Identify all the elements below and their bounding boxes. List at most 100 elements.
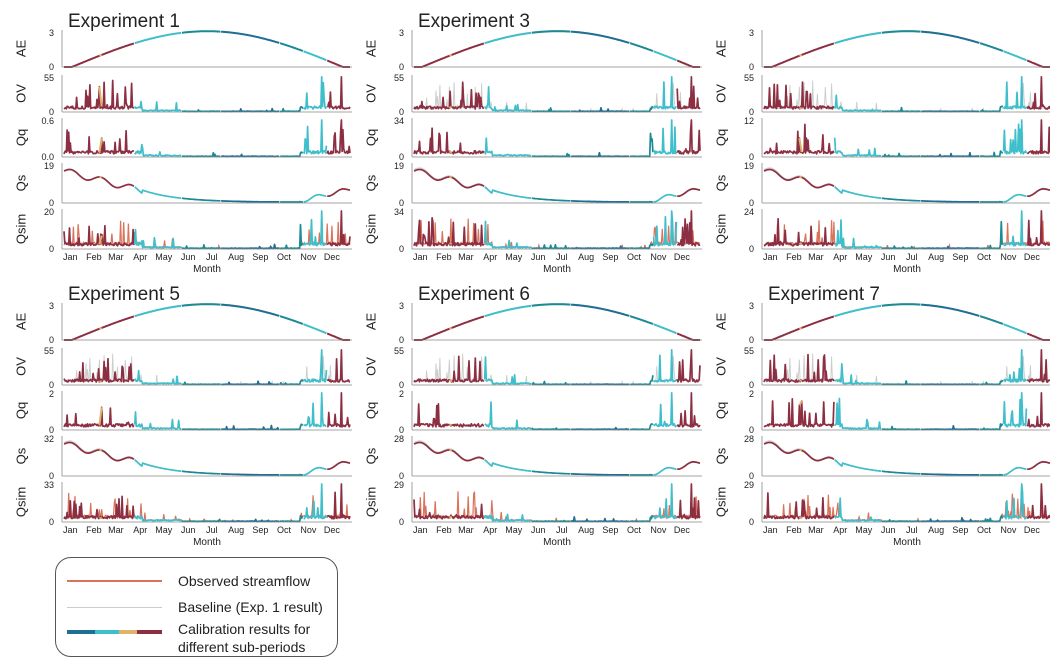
calibration-series-line <box>220 424 280 431</box>
calibration-series-line <box>881 303 921 307</box>
x-tick-label: Nov <box>300 525 317 535</box>
x-tick-label: May <box>505 525 523 535</box>
calibration-series-line <box>413 441 485 462</box>
calibration-swatch-segment <box>119 630 137 634</box>
calibration-series-line <box>327 188 351 198</box>
y-tick-label: 0 <box>49 198 54 208</box>
subplot-qs: Qs 28 0 <box>713 434 1050 481</box>
calibration-series-line <box>798 242 803 246</box>
calibration-series-line <box>833 137 882 157</box>
subplot-ov: OV 55 0 <box>13 73 352 117</box>
y-tick-label: 0 <box>49 335 54 345</box>
calibration-series-line <box>834 459 882 473</box>
x-tick-label: Oct <box>277 525 292 535</box>
baseline-series-line <box>64 303 350 341</box>
x-tick-label: Apr <box>483 525 497 535</box>
calibration-series-line <box>413 81 485 110</box>
y-axis-label: OV <box>713 357 728 376</box>
calibration-series-line <box>531 380 571 386</box>
calibration-series-line <box>302 210 328 247</box>
calibration-series-line <box>221 200 280 203</box>
calibration-swatch-segment <box>67 630 95 634</box>
subplot-ov: OV 55 0 <box>713 346 1050 390</box>
calibration-series-line <box>303 323 327 335</box>
calibration-series-line <box>326 59 351 68</box>
calibration-series-line <box>279 105 304 113</box>
legend-calibration-label-line1: Calibration results for <box>178 621 311 637</box>
calibration-series-line <box>570 426 630 431</box>
calibration-series-line <box>448 105 453 109</box>
y-tick-label: 0 <box>749 152 754 162</box>
baseline-series-line <box>413 349 701 386</box>
calibration-series-line <box>1002 75 1027 110</box>
calibration-series-line <box>413 168 485 189</box>
legend-observed-label: Observed streamflow <box>178 573 311 589</box>
calibration-series-line <box>763 398 835 428</box>
calibration-series-line <box>413 403 485 428</box>
x-tick-label: Aug <box>928 525 944 535</box>
calibration-series-line <box>63 168 135 189</box>
y-axis-label: Qq <box>13 129 28 146</box>
subplot-ae: AE 3 0 <box>13 301 352 345</box>
y-tick-label: 0 <box>399 152 404 162</box>
calibration-series-line <box>449 515 453 519</box>
legend-baseline-label: Baseline (Exp. 1 result) <box>178 599 323 615</box>
x-tick-label: Jul <box>206 252 218 262</box>
calibration-series-line <box>920 245 980 250</box>
calibration-series-line <box>1003 193 1027 203</box>
y-tick-label: 20 <box>44 207 54 217</box>
x-tick-label: Mar <box>458 252 474 262</box>
calibration-series-line <box>220 243 280 250</box>
legend: Observed streamflow Baseline (Exp. 1 res… <box>55 557 338 657</box>
calibration-series-line <box>763 168 835 189</box>
x-tick-label: Feb <box>786 525 802 535</box>
calibration-series-line <box>134 369 182 385</box>
subplot-ae: AE 3 0 <box>363 301 702 345</box>
y-tick-label: 55 <box>744 73 754 83</box>
calibration-series-line <box>833 94 882 112</box>
x-tick-label: May <box>505 252 523 262</box>
calibration-line-swatch <box>67 630 162 634</box>
calibration-series-line <box>881 245 921 250</box>
y-axis-label: Qsim <box>363 214 378 244</box>
y-tick-label: 0 <box>399 62 404 72</box>
calibration-series-line <box>181 197 221 202</box>
x-tick-label: Oct <box>627 252 642 262</box>
experiment-panel: Experiment 7AE30OV550Qq20Qs280Qsim290Jan… <box>713 284 1050 548</box>
calibration-series-line <box>484 304 532 318</box>
calibration-series-line <box>1026 75 1050 110</box>
calibration-series-line <box>1026 392 1050 428</box>
calibration-series-line <box>629 514 654 523</box>
calibration-series-line <box>181 30 221 34</box>
y-tick-label: 3 <box>749 301 754 311</box>
calibration-series-line <box>98 138 103 153</box>
calibration-series-line <box>763 353 835 383</box>
calibration-series-line <box>99 516 102 520</box>
experiment-panel: Experiment 6AE30OV550Qq20Qs280Qsim290Jan… <box>363 284 702 548</box>
calibration-series-line <box>133 228 182 249</box>
calibration-series-line <box>448 150 453 154</box>
calibration-series-line <box>920 303 980 317</box>
x-tick-label: Aug <box>228 252 244 262</box>
baseline-series-line <box>414 30 700 68</box>
subplot-qs: Qs 32 0 <box>13 434 352 481</box>
calibration-series-line <box>413 499 485 520</box>
subplot-qsim: Qsim 34 0 <box>363 207 702 254</box>
y-tick-label: 0 <box>399 471 404 481</box>
calibration-series-line <box>181 303 221 307</box>
calibration-series-line <box>834 31 882 45</box>
y-tick-label: 28 <box>744 434 754 444</box>
y-tick-label: 0 <box>49 380 54 390</box>
y-tick-label: 19 <box>44 161 54 171</box>
x-tick-label: Sep <box>252 252 268 262</box>
calibration-series-line <box>1026 59 1050 68</box>
x-tick-label: Jan <box>763 525 778 535</box>
calibration-series-line <box>303 466 327 476</box>
calibration-series-line <box>531 30 571 34</box>
x-tick-label: Jan <box>413 252 428 262</box>
calibration-series-line <box>279 151 303 158</box>
calibration-series-line <box>133 411 182 430</box>
calibration-series-line <box>134 31 182 45</box>
calibration-series-line <box>221 473 280 476</box>
calibration-series-line <box>676 392 701 428</box>
